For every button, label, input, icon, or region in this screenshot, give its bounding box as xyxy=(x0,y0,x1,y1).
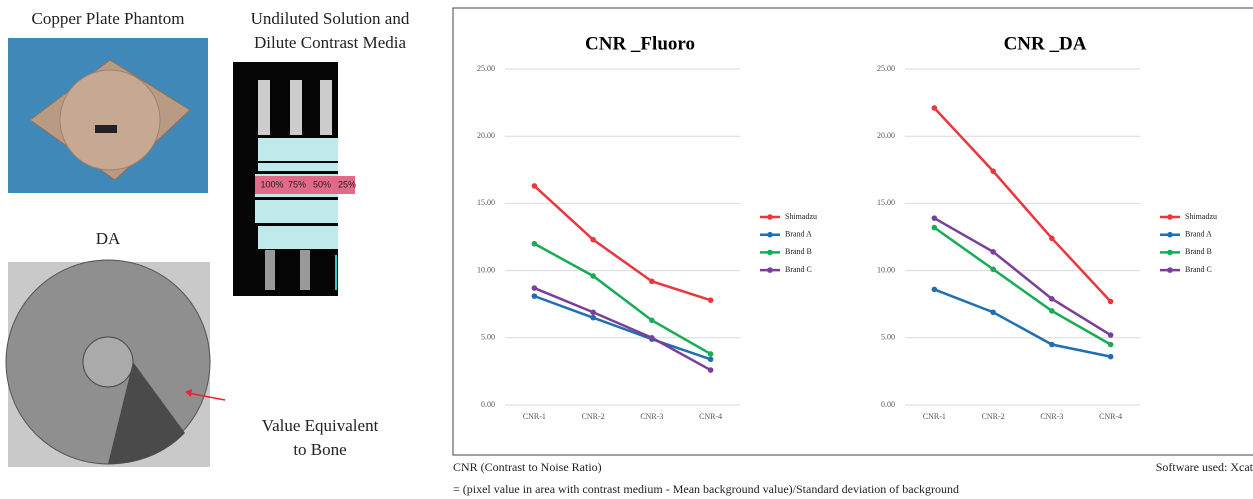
point xyxy=(1107,353,1114,360)
y-tick-label: 10.00 xyxy=(477,265,495,274)
point xyxy=(1107,332,1114,338)
note: = (pixel value in area with contrast med… xyxy=(453,482,959,496)
point xyxy=(1049,296,1055,302)
y-tick-label: 15.00 xyxy=(877,198,895,207)
series-line xyxy=(933,107,1112,303)
series-line xyxy=(933,226,1112,346)
caption: DA xyxy=(96,229,121,248)
chart-frame xyxy=(452,7,1253,456)
point xyxy=(590,309,596,316)
point xyxy=(649,335,655,341)
y-tick-label: 10.00 xyxy=(877,265,895,274)
legend-label: Brand C xyxy=(785,265,812,274)
point xyxy=(1107,298,1114,305)
caption: Value Equivalent xyxy=(262,416,379,435)
legend-label: Brand A xyxy=(1185,230,1212,239)
series-line xyxy=(533,294,712,361)
legend-label: Brand B xyxy=(785,247,812,256)
x-tick-label: CNR-1 xyxy=(923,412,946,421)
point xyxy=(931,215,938,221)
y-tick-label: 20.00 xyxy=(877,131,895,140)
point xyxy=(531,285,538,291)
point xyxy=(931,105,938,111)
series-line xyxy=(933,217,1112,337)
point xyxy=(531,183,538,189)
y-tick-label: 20.00 xyxy=(477,131,495,140)
x-tick-label: CNR-1 xyxy=(523,412,546,421)
x-tick-label: CNR-3 xyxy=(1040,412,1063,421)
solution-photo xyxy=(233,62,355,296)
y-tick-label: 0.00 xyxy=(481,400,495,409)
point xyxy=(649,278,655,285)
x-tick-label: CNR-2 xyxy=(582,412,605,421)
y-tick-label: 0.00 xyxy=(881,400,895,409)
point xyxy=(1049,308,1055,314)
point xyxy=(531,240,538,247)
legend-dot xyxy=(767,214,773,220)
y-tick-label: 25.00 xyxy=(477,64,495,73)
da-photo xyxy=(5,259,226,467)
series-line xyxy=(533,286,712,372)
note: CNR (Contrast to Noise Ratio) xyxy=(453,460,602,474)
photo-label: 25% xyxy=(338,179,356,189)
series-line xyxy=(533,242,712,356)
point xyxy=(1049,341,1055,348)
legend-dot xyxy=(1167,249,1173,256)
legend-dot xyxy=(767,231,773,238)
legend-dot xyxy=(1167,267,1173,273)
legend-dot xyxy=(767,267,773,273)
point xyxy=(590,314,596,321)
note: Software used: Xcat xyxy=(1156,460,1253,474)
point xyxy=(931,286,938,293)
point xyxy=(707,297,714,303)
legend-dot xyxy=(1167,231,1173,238)
y-tick-label: 5.00 xyxy=(881,333,895,342)
point xyxy=(1107,341,1114,348)
caption: Undiluted Solution and xyxy=(251,9,410,28)
legend-label: Brand B xyxy=(1185,247,1212,256)
point xyxy=(590,273,596,279)
legend-label: Shimadzu xyxy=(1185,212,1217,221)
copper-photo xyxy=(8,38,208,193)
point xyxy=(707,351,714,357)
caption: Copper Plate Phantom xyxy=(32,9,185,28)
point xyxy=(990,266,996,273)
chart-title: CNR _Fluoro xyxy=(585,33,695,54)
point xyxy=(707,367,714,373)
point xyxy=(931,224,938,231)
series-line xyxy=(933,288,1111,358)
point xyxy=(990,248,996,255)
point xyxy=(590,236,596,243)
x-tick-label: CNR-4 xyxy=(699,412,722,421)
point xyxy=(649,317,655,324)
point xyxy=(531,293,538,299)
x-tick-label: CNR-2 xyxy=(982,412,1005,421)
series-line xyxy=(533,185,712,302)
x-tick-label: CNR-3 xyxy=(640,412,663,421)
legend-label: Shimadzu xyxy=(785,212,817,221)
caption: Dilute Contrast Media xyxy=(254,33,406,52)
y-tick-label: 25.00 xyxy=(877,64,895,73)
chart-title: CNR _DA xyxy=(1004,33,1087,54)
photo-label: 100% xyxy=(260,179,283,189)
x-tick-label: CNR-4 xyxy=(1099,412,1122,421)
point xyxy=(1049,235,1055,242)
point xyxy=(990,309,996,316)
point xyxy=(990,168,996,174)
photo-label: 50% xyxy=(313,179,331,189)
y-tick-label: 5.00 xyxy=(481,333,495,342)
photo-label: 75% xyxy=(288,179,306,189)
legend-label: Brand A xyxy=(785,230,812,239)
point xyxy=(707,356,714,363)
y-tick-label: 15.00 xyxy=(477,198,495,207)
legend-label: Brand C xyxy=(1185,265,1212,274)
caption: to Bone xyxy=(293,440,346,459)
legend-dot xyxy=(1167,214,1173,220)
legend-dot xyxy=(767,249,773,256)
